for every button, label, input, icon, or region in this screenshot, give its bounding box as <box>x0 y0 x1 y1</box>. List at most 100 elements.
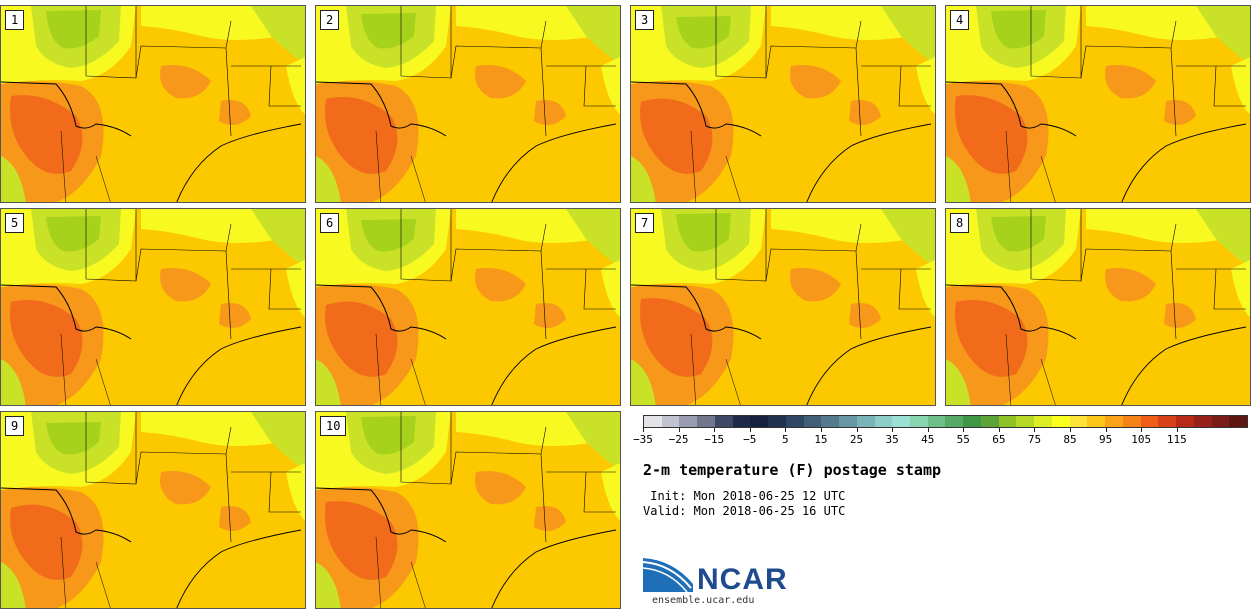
member-number: 8 <box>950 213 970 233</box>
colorbar-tick <box>1070 428 1072 432</box>
colorbar-tick <box>856 428 858 432</box>
colorbar-bin-13 <box>874 416 893 427</box>
colorbar-tick <box>927 428 929 432</box>
colorbar-bin-28 <box>1140 416 1159 427</box>
colorbar-bin-5 <box>732 416 751 427</box>
colorbar-bin-19 <box>980 416 999 427</box>
colorbar-tick-label: 95 <box>1099 433 1113 446</box>
colorbar-tick-label: 25 <box>849 433 864 446</box>
member-number: 10 <box>320 416 347 436</box>
valid-time: Valid: Mon 2018-06-25 16 UTC <box>643 504 846 518</box>
colorbar-bin-30 <box>1176 416 1194 427</box>
colorbar-bin-22 <box>1034 416 1052 427</box>
colorbar-bin-32 <box>1211 416 1230 427</box>
colorbar-bin-25 <box>1087 416 1106 427</box>
member-number: 9 <box>5 416 25 436</box>
temperature-map <box>316 6 620 202</box>
colorbar-bin-1 <box>661 416 680 427</box>
map-panel-1: 1 <box>0 5 306 203</box>
colorbar <box>643 415 1248 428</box>
colorbar-bin-18 <box>963 416 981 427</box>
colorbar-bin-24 <box>1069 416 1088 427</box>
temperature-map <box>1 209 305 405</box>
colorbar-tick <box>785 428 787 432</box>
temperature-map <box>946 209 1250 405</box>
colorbar-tick-label: 15 <box>814 433 828 446</box>
colorbar-bin-2 <box>679 416 698 427</box>
colorbar-tick <box>1176 428 1178 432</box>
logo-url: ensemble.ucar.edu <box>652 595 755 606</box>
colorbar-tick-label: −25 <box>668 433 689 446</box>
colorbar-bin-31 <box>1193 416 1212 427</box>
member-number: 7 <box>635 213 655 233</box>
member-number: 2 <box>320 10 340 30</box>
colorbar-bin-8 <box>785 416 804 427</box>
colorbar-bin-10 <box>821 416 840 427</box>
colorbar-bin-11 <box>839 416 857 427</box>
colorbar-tick <box>678 428 680 432</box>
ncar-logo-icon <box>643 558 693 592</box>
colorbar-bin-21 <box>1016 416 1035 427</box>
colorbar-bin-3 <box>697 416 715 427</box>
colorbar-tick-label: 115 <box>1166 433 1187 446</box>
temperature-map <box>1 6 305 202</box>
temperature-map <box>631 6 935 202</box>
colorbar-bin-0 <box>644 416 662 427</box>
map-panel-9: 9 <box>0 411 306 609</box>
colorbar-bin-15 <box>910 416 928 427</box>
map-panel-7: 7 <box>630 208 936 406</box>
member-number: 6 <box>320 213 340 233</box>
colorbar-tick <box>1105 428 1107 432</box>
init-time: Init: Mon 2018-06-25 12 UTC <box>643 489 846 503</box>
colorbar-bin-26 <box>1105 416 1123 427</box>
colorbar-bin-14 <box>892 416 911 427</box>
map-panel-3: 3 <box>630 5 936 203</box>
colorbar-tick <box>749 428 751 432</box>
colorbar-tick-label: 55 <box>956 433 970 446</box>
map-panel-4: 4 <box>945 5 1251 203</box>
colorbar-bin-17 <box>945 416 964 427</box>
colorbar-tick-label: −5 <box>743 433 757 446</box>
colorbar-tick <box>963 428 965 432</box>
colorbar-bin-29 <box>1158 416 1177 427</box>
member-number: 4 <box>950 10 970 30</box>
temperature-map <box>1 412 305 608</box>
colorbar-tick <box>714 428 716 432</box>
colorbar-tick-label: −15 <box>704 433 725 446</box>
temperature-map <box>316 412 620 608</box>
temperature-map <box>946 6 1250 202</box>
colorbar-tick <box>643 428 644 432</box>
colorbar-tick-label: 65 <box>992 433 1006 446</box>
colorbar-tick-label: 5 <box>782 433 789 446</box>
colorbar-bin-9 <box>803 416 822 427</box>
member-number: 5 <box>5 213 25 233</box>
colorbar-tick-label: 85 <box>1063 433 1077 446</box>
colorbar-tick <box>998 428 1000 432</box>
colorbar-bin-6 <box>750 416 769 427</box>
colorbar-tick-label: 35 <box>885 433 899 446</box>
colorbar-tick-label: 45 <box>921 433 935 446</box>
colorbar-bin-20 <box>998 416 1017 427</box>
plot-title: 2-m temperature (F) postage stamp <box>643 461 942 479</box>
colorbar-tick <box>1141 428 1143 432</box>
colorbar-tick <box>892 428 894 432</box>
map-panel-8: 8 <box>945 208 1251 406</box>
colorbar-ticks: −35 −25 −15 −5 5 15 25 35 45 55 65 75 85 95 105 115 <box>633 428 1248 452</box>
colorbar-bin-16 <box>927 416 946 427</box>
colorbar-bin-12 <box>856 416 875 427</box>
temperature-map <box>631 209 935 405</box>
map-panel-6: 6 <box>315 208 621 406</box>
colorbar-bin-4 <box>714 416 733 427</box>
colorbar-bin-33 <box>1229 416 1247 427</box>
member-number: 1 <box>5 10 25 30</box>
colorbar-tick <box>1034 428 1036 432</box>
member-number: 3 <box>635 10 655 30</box>
colorbar-tick-label: 105 <box>1131 433 1152 446</box>
temperature-map <box>316 209 620 405</box>
colorbar-bin-27 <box>1122 416 1141 427</box>
colorbar-tick-label: 75 <box>1027 433 1042 446</box>
colorbar-bin-7 <box>768 416 786 427</box>
colorbar-bin-23 <box>1051 416 1070 427</box>
ncar-logo-text: NCAR <box>697 563 788 596</box>
map-panel-10: 10 <box>315 411 621 609</box>
